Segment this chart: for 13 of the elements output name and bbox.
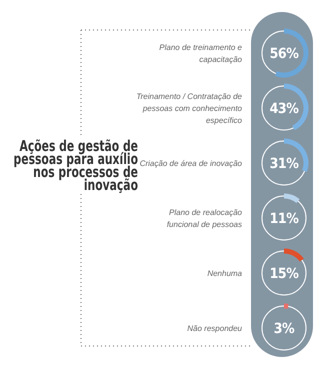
category-label: Treinamento / Contratação de pessoas com conhecimento específico: [136, 92, 243, 125]
category-label: Plano de realocação funcional de pessoas: [166, 208, 243, 229]
data-label: 11%: [270, 211, 300, 227]
data-label: 15%: [270, 266, 300, 282]
category-label: Nenhuma: [207, 269, 243, 278]
data-label: 43%: [270, 101, 300, 117]
category-label: Plano de treinamento e capacitação: [159, 43, 243, 64]
data-label: 31%: [270, 156, 300, 172]
category-label: Criação de área de inovação: [140, 159, 243, 168]
text: Ações de gestão de pessoas para auxílio nos processos de inovação: [14, 138, 138, 195]
data-label: 3%: [274, 321, 296, 337]
data-label: 56%: [270, 46, 300, 62]
category-label: Não respondeu: [187, 324, 243, 333]
